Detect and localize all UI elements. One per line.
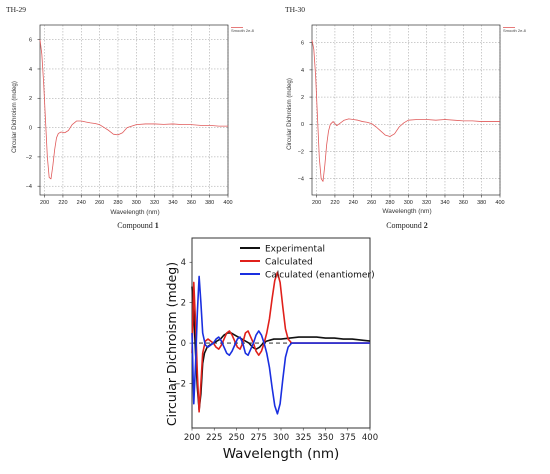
y-tick-label: 2	[301, 95, 304, 101]
chart-calculated-vs-experimental: Circular Dichroism (mdeg) Wavelength (nm…	[164, 237, 378, 462]
x-tick-label: 325	[295, 433, 311, 443]
x-tick-label: 260	[95, 200, 104, 206]
series-line-calculated	[191, 271, 370, 413]
x-tick-label: 350	[317, 433, 333, 443]
x-axis-label-1: Wavelength (nm)	[110, 209, 159, 216]
x-tick-label: 340	[440, 200, 449, 206]
x-tick-label: 200	[184, 433, 200, 443]
y-tick-label: 6	[301, 41, 304, 47]
x-tick-label: 380	[477, 200, 486, 206]
x-tick-label: 220	[58, 200, 67, 206]
x-tick-label: 240	[77, 200, 86, 206]
caption-prefix-2: Compound	[386, 221, 422, 230]
y-tick-label: −2	[298, 149, 304, 155]
series-line-1	[311, 39, 500, 182]
x-tick-label: 380	[205, 200, 214, 206]
x-axis-label-3: Wavelength (nm)	[223, 446, 340, 462]
x-tick-label: 200	[312, 200, 321, 206]
y-tick-label: 0	[301, 122, 304, 128]
x-tick-label: 280	[113, 200, 122, 206]
x-tick-label: 220	[330, 200, 339, 206]
x-tick-label: 260	[367, 200, 376, 206]
x-tick-label: 280	[385, 200, 394, 206]
legend-label-1: Smooth 2e-8	[231, 28, 255, 33]
caption-number-2: 2	[424, 221, 428, 230]
chart-compound-2: TH-30 Smooth 2e-8 Circular Dichroism (md…	[285, 5, 527, 230]
x-tick-label: 320	[422, 200, 431, 206]
chart-compound-1: TH-29 Smooth 2e-8 Circular Dichroism (md…	[6, 5, 255, 230]
y-tick-label: −4	[26, 184, 32, 190]
y-tick-label: −4	[298, 177, 304, 183]
sample-label-2: TH-30	[285, 5, 305, 14]
caption-1: Compound 1	[117, 221, 159, 230]
series-line-experimental	[191, 286, 371, 411]
y-tick-label: −2	[26, 155, 32, 161]
y-axis-label-1: Circular Dichroism (mdeg)	[11, 81, 18, 153]
series-line-calculated-enantiomer	[191, 275, 370, 415]
x-tick-label: 300	[404, 200, 413, 206]
y-tick-label: 2	[181, 299, 186, 309]
series-line-1	[39, 39, 228, 180]
x-tick-label: 240	[349, 200, 358, 206]
caption-2: Compound 2	[386, 221, 428, 230]
x-tick-label: 300	[132, 200, 141, 206]
x-tick-label: 225	[206, 433, 222, 443]
y-tick-label: 4	[181, 258, 186, 268]
y-axis-label-2: Circular Dichroism (mdeg)	[286, 78, 293, 150]
legend-entry: Calculated (enantiomer)	[265, 271, 375, 281]
caption-prefix-1: Compound	[117, 221, 153, 230]
x-tick-label: 360	[187, 200, 196, 206]
legend-label-2: Smooth 2e-8	[503, 28, 527, 33]
sample-label-1: TH-29	[6, 5, 26, 14]
y-tick-label: −2	[173, 380, 186, 390]
x-tick-label: 300	[273, 433, 289, 443]
x-tick-label: 400	[495, 200, 504, 206]
legend-entry: Calculated	[265, 258, 313, 268]
y-axis-label-3: Circular Dichroism (mdeg)	[164, 262, 179, 426]
y-tick-label: 0	[29, 126, 32, 132]
x-tick-label: 275	[251, 433, 267, 443]
plot-frame	[311, 24, 501, 196]
legend-entry: Experimental	[265, 245, 325, 255]
y-tick-label: 4	[29, 67, 32, 73]
x-tick-label: 400	[223, 200, 232, 206]
x-tick-label: 250	[228, 433, 244, 443]
x-tick-label: 375	[340, 433, 356, 443]
caption-number-1: 1	[155, 221, 159, 230]
y-tick-label: 0	[181, 339, 186, 349]
y-tick-label: 2	[29, 96, 32, 102]
x-axis-label-2: Wavelength (nm)	[382, 208, 431, 215]
x-tick-label: 200	[40, 200, 49, 206]
plot-frame	[39, 24, 229, 196]
x-tick-label: 320	[150, 200, 159, 206]
x-tick-label: 360	[459, 200, 468, 206]
y-tick-label: 4	[301, 68, 304, 74]
x-tick-label: 400	[362, 433, 378, 443]
x-tick-label: 340	[168, 200, 177, 206]
y-tick-label: 6	[29, 38, 32, 44]
